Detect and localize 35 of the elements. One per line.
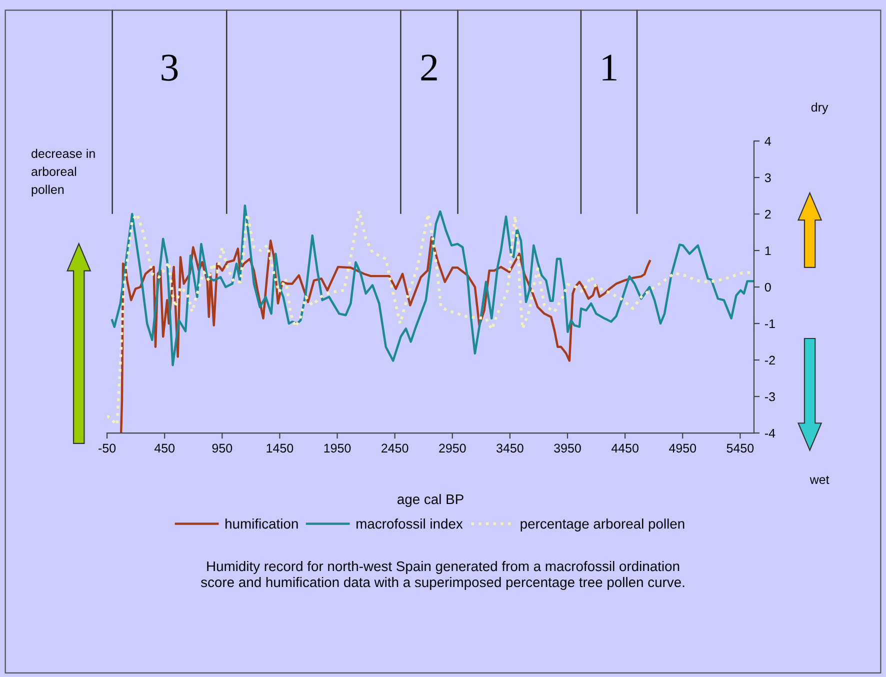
x-tick-label: 3950 xyxy=(554,444,581,453)
x-tick-label: 2950 xyxy=(439,444,466,453)
x-tick-label: 2450 xyxy=(382,444,408,453)
x-tick-label: 1950 xyxy=(324,444,351,453)
legend-label: humification xyxy=(226,518,298,529)
text: 1 xyxy=(602,54,616,80)
legend-label: percentage arboreal pollen xyxy=(520,518,684,532)
line-series xyxy=(107,209,753,426)
x-tick-label: 3450 xyxy=(496,444,524,453)
text: 3 xyxy=(162,54,178,81)
x-axis-title: age cal BP xyxy=(398,494,464,507)
line-series xyxy=(120,236,651,434)
y-tick-label: 3 xyxy=(764,173,771,182)
y-tick-label: 0 xyxy=(764,282,771,292)
y-tick-label: -3 xyxy=(764,392,775,402)
y-tick-label: -1 xyxy=(764,319,775,328)
y-tick-label: 4 xyxy=(764,136,771,146)
text: decrease in arboreal pollen xyxy=(32,148,95,196)
text: Humidity record for north-west Spain generated from a macrofossil ordination score and humification data with a superimposed percentage tree pollen curve. xyxy=(200,560,684,590)
x-tick-label: 1450 xyxy=(266,444,294,453)
text: 2 xyxy=(421,54,437,80)
x-tick-label: 4450 xyxy=(611,444,638,453)
x-tick-label: 5450 xyxy=(726,444,754,453)
y-tick-label: 2 xyxy=(765,210,771,219)
x-tick-label: 4950 xyxy=(669,444,696,453)
x-tick-label: -50 xyxy=(98,444,116,453)
y-tick-label: -4 xyxy=(764,428,776,438)
line-series xyxy=(110,204,754,366)
text: dry xyxy=(811,102,828,114)
text: wet xyxy=(810,476,830,484)
x-tick-label: 450 xyxy=(154,444,175,453)
legend-label: macrofossil index xyxy=(356,518,463,529)
x-tick-label: 950 xyxy=(212,444,232,453)
y-tick-label: 1 xyxy=(765,246,771,256)
y-tick-label: -2 xyxy=(764,356,775,365)
